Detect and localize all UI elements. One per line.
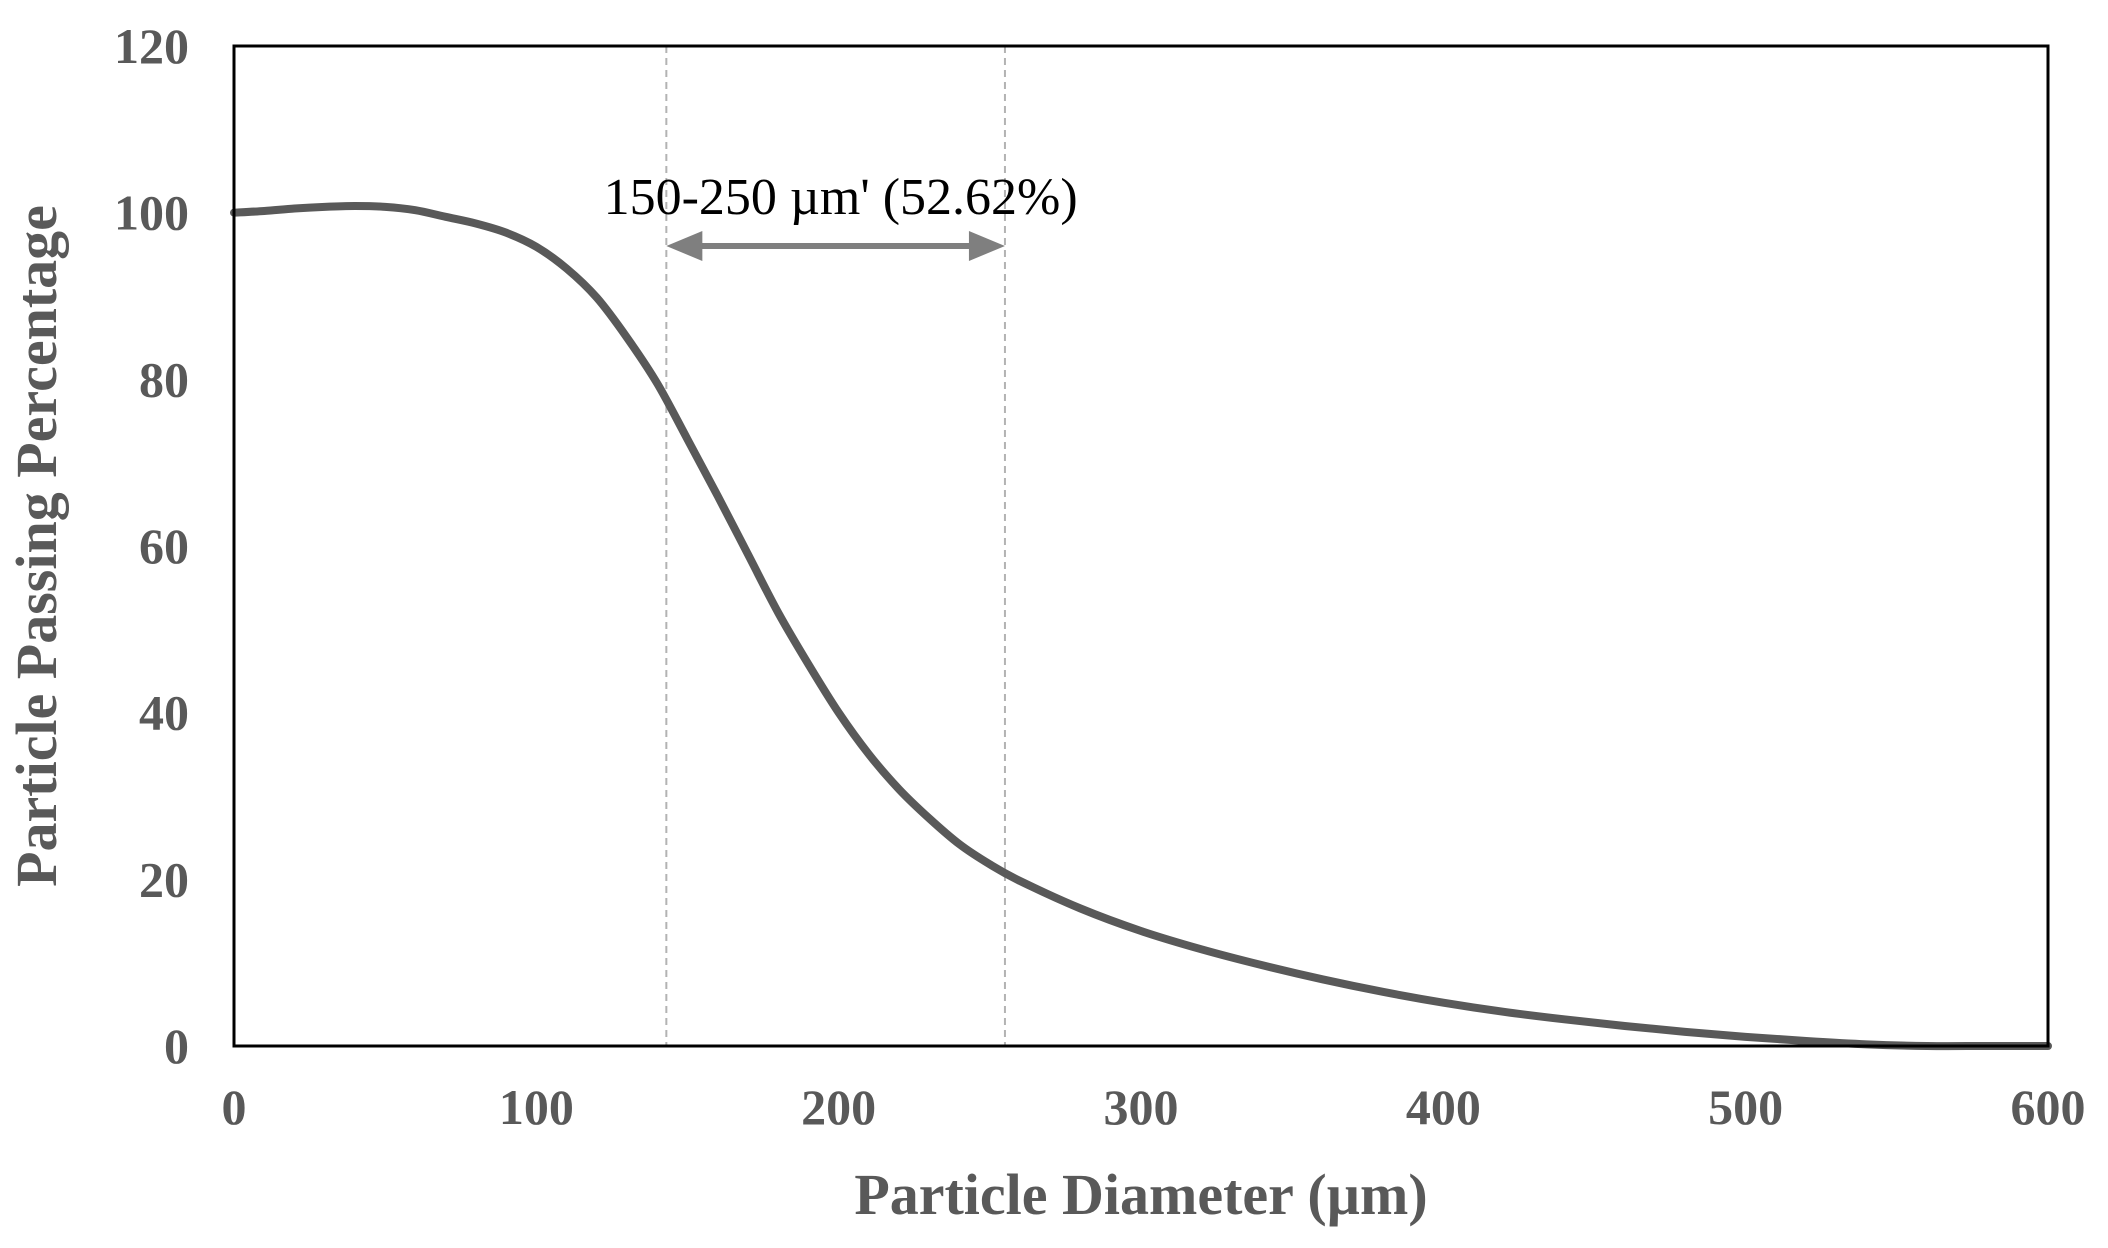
x-tick-label: 400: [1406, 1079, 1481, 1135]
y-tick-label: 100: [114, 185, 189, 241]
x-tick-label: 100: [499, 1079, 574, 1135]
annotation-arrow-head-right: [968, 231, 1005, 261]
annotation-label: 150-250 µm' (52.62%): [604, 169, 1078, 226]
y-tick-label: 60: [139, 518, 189, 574]
annotation-arrow-head-left: [666, 231, 703, 261]
x-tick-label: 200: [801, 1079, 876, 1135]
x-tick-label: 500: [1708, 1079, 1783, 1135]
x-tick-label: 600: [2011, 1079, 2086, 1135]
x-tick-label: 0: [222, 1079, 247, 1135]
x-tick-label: 300: [1104, 1079, 1179, 1135]
plot-area-frame: [232, 44, 2050, 1048]
y-tick-label: 120: [114, 18, 189, 74]
annotation-layer: 150-250 µm' (52.62%): [604, 169, 1078, 261]
series-layer: [230, 202, 2052, 1051]
series-line-1: [230, 202, 2052, 1051]
y-axis-ticks: 0 20 40 60 80 100 120: [114, 18, 189, 1074]
y-axis-title: Particle Passing Percentage: [4, 205, 69, 887]
x-axis-title: Particle Diameter (µm): [854, 1162, 1427, 1227]
y-tick-label: 20: [139, 851, 189, 907]
reference-lines: [665, 46, 1006, 1046]
y-tick-label: 40: [139, 685, 189, 741]
x-axis-ticks: 0 100 200 300 400 500 600: [222, 1079, 2086, 1135]
y-tick-label: 80: [139, 351, 189, 407]
y-tick-label: 0: [164, 1018, 189, 1074]
